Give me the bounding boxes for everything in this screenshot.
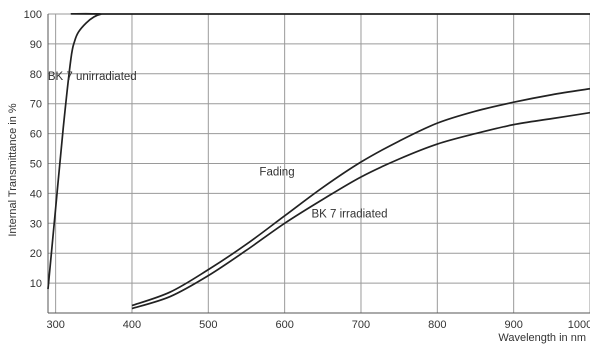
y-tick-label: 90 bbox=[30, 39, 42, 51]
annotations: BK 7 unirradiated Fading BK 7 irradiated bbox=[48, 71, 388, 221]
y-tick-label: 50 bbox=[30, 159, 42, 171]
y-tick-label: 30 bbox=[30, 218, 42, 230]
x-tick-label: 400 bbox=[123, 319, 141, 331]
y-axis-label: Internal Transmittance in % bbox=[7, 103, 19, 237]
series-lines bbox=[47, 12, 590, 310]
curve-label: BK 7 irradiated bbox=[311, 208, 387, 220]
x-tick-label: 900 bbox=[504, 319, 522, 331]
tick-labels: 10 20 30 40 50 60 70 80 90 100 300 400 500 600 700 800 9… bbox=[24, 9, 590, 331]
y-tick-label: 100 bbox=[24, 9, 42, 21]
x-tick-label: 500 bbox=[199, 319, 217, 331]
curve-label: BK 7 unirradiated bbox=[48, 71, 137, 83]
series-line-bk-7-unirradiated bbox=[47, 12, 590, 290]
series-line-bk-7-irradiated bbox=[131, 111, 590, 310]
y-tick-label: 80 bbox=[30, 69, 42, 81]
y-tick-label: 60 bbox=[30, 129, 42, 141]
x-axis-label: Wavelength in nm bbox=[498, 332, 586, 344]
y-tick-label: 10 bbox=[30, 278, 42, 290]
x-tick-label: 1000 bbox=[568, 319, 590, 331]
x-tick-label: 700 bbox=[352, 319, 370, 331]
y-tick-label: 70 bbox=[30, 99, 42, 111]
series-line-fading bbox=[131, 87, 590, 307]
x-tick-label: 600 bbox=[275, 319, 293, 331]
y-tick-label: 40 bbox=[30, 188, 42, 200]
x-tick-label: 300 bbox=[46, 319, 64, 331]
curve-label: Fading bbox=[259, 166, 294, 178]
grid bbox=[47, 13, 590, 314]
y-tick-label: 20 bbox=[30, 248, 42, 260]
x-tick-label: 800 bbox=[428, 319, 446, 331]
